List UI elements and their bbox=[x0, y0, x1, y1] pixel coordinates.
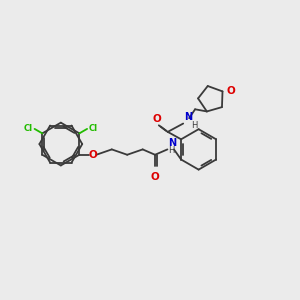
Text: N: N bbox=[184, 112, 193, 122]
Text: O: O bbox=[151, 172, 159, 182]
Text: Cl: Cl bbox=[24, 124, 33, 133]
Text: O: O bbox=[152, 114, 161, 124]
Text: O: O bbox=[227, 86, 236, 96]
Text: O: O bbox=[88, 150, 97, 160]
Text: H: H bbox=[169, 146, 175, 155]
Text: H: H bbox=[191, 121, 197, 130]
Text: Cl: Cl bbox=[88, 124, 98, 133]
Text: N: N bbox=[169, 138, 177, 148]
